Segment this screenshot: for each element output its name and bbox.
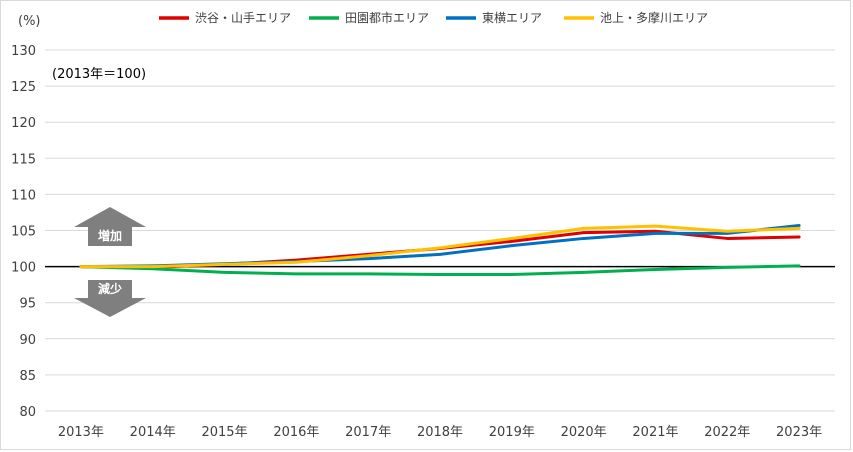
y-tick-label: 120 [11,116,36,131]
decrease-label: 減少 [98,281,122,296]
increase-label: 増加 [98,228,122,243]
legend-label: 東横エリア [482,11,542,25]
y-tick-label: 110 [11,188,36,203]
legend-label: 田園都市エリア [345,10,429,25]
y-axis-label: (%) [18,14,41,29]
legend: 渋谷・山手エリア 田園都市エリア 東横エリア 池上・多摩川エリア [159,10,708,25]
x-tick-label: 2018年 [417,425,463,440]
y-tick-label: 90 [19,333,36,348]
direction-arrows: 増加 減少 [74,207,146,317]
y-tick-label: 125 [11,80,36,95]
y-tick-label: 130 [11,44,36,59]
legend-label: 池上・多摩川エリア [600,10,708,25]
y-tick-label: 100 [11,261,36,276]
y-tick-label: 95 [19,297,36,312]
x-tick-label: 2020年 [561,425,607,440]
base-year-note: (2013年＝100) [52,67,146,82]
increase-arrow-icon [74,207,146,246]
x-tick-label: 2014年 [130,425,176,440]
y-axis-ticks: 80 85 90 95 100 105 110 115 120 125 130 [11,44,36,420]
y-tick-label: 115 [11,152,36,167]
x-tick-label: 2022年 [704,425,750,440]
legend-label: 渋谷・山手エリア [195,11,291,25]
x-tick-label: 2013年 [58,425,104,440]
y-tick-label: 85 [19,369,36,384]
series-line-2 [79,223,801,269]
y-tick-label: 80 [19,405,36,420]
series-lines [79,223,801,277]
x-tick-label: 2017年 [345,425,391,440]
x-axis-ticks: 2013年 2014年 2015年 2016年 2017年 2018年 2019年 2020年… [58,425,822,440]
x-tick-label: 2019年 [489,425,535,440]
x-tick-label: 2021年 [632,425,678,440]
y-tick-label: 105 [11,225,36,240]
x-tick-label: 2023年 [776,425,822,440]
x-tick-label: 2016年 [273,425,319,440]
x-tick-label: 2015年 [201,425,247,440]
decrease-arrow-icon [74,280,146,317]
